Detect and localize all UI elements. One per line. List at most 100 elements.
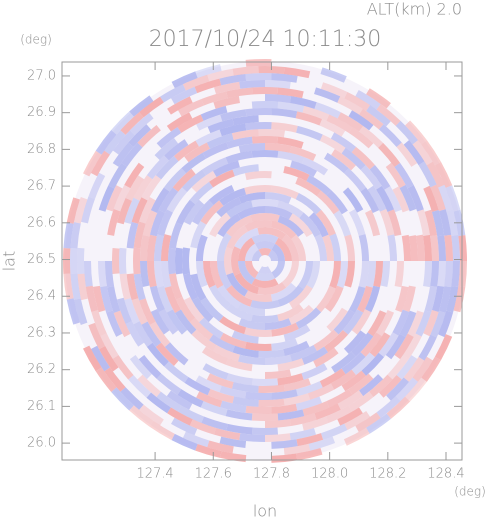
echo-cell — [355, 412, 381, 433]
echo-cell — [349, 286, 366, 313]
echo-cell — [238, 192, 265, 204]
echo-cell — [245, 243, 259, 261]
echo-cell — [255, 241, 275, 250]
echo-cell — [444, 234, 453, 261]
echo-cell — [324, 152, 349, 174]
echo-cell — [366, 413, 391, 434]
echo-cell — [320, 423, 348, 440]
echo-cell — [360, 332, 382, 357]
echo-cell — [138, 354, 162, 379]
echo-cell — [412, 356, 433, 382]
echo-cell — [195, 375, 222, 393]
echo-cell — [219, 123, 247, 137]
echo-cell — [73, 197, 88, 224]
echo-cell — [421, 140, 442, 166]
echo-cell — [181, 152, 206, 174]
echo-cell — [270, 282, 297, 302]
echo-cell — [208, 184, 235, 206]
echo-cell — [207, 388, 235, 404]
echo-cell — [326, 389, 353, 408]
echo-cell — [116, 297, 132, 325]
echo-cell — [315, 209, 336, 237]
echo-cell — [277, 200, 304, 218]
echo-cell — [209, 212, 231, 238]
echo-cell — [168, 273, 183, 300]
echo-cell — [343, 427, 370, 446]
echo-cell — [359, 125, 384, 148]
y-tick-label: 26.1 — [27, 399, 56, 414]
echo-cell — [150, 187, 170, 214]
echo-cell — [202, 363, 229, 380]
echo-cell — [213, 345, 240, 362]
echo-cell — [147, 234, 157, 261]
echo-cell — [314, 403, 341, 420]
echo-cell — [157, 285, 173, 313]
echo-cell — [405, 120, 427, 145]
echo-cell — [225, 150, 253, 164]
echo-cell — [238, 237, 255, 261]
echo-cell — [277, 358, 305, 372]
echo-cell — [63, 273, 74, 300]
echo-cell — [226, 423, 253, 435]
echo-cell — [344, 234, 355, 261]
echo-cell — [245, 261, 259, 279]
echo-cell — [195, 64, 222, 78]
echo-cell — [194, 78, 222, 94]
echo-cell — [407, 310, 424, 337]
echo-cell — [237, 206, 265, 220]
echo-cell — [178, 99, 204, 117]
echo-cell — [257, 227, 287, 240]
echo-cell — [139, 404, 164, 426]
echo-cell — [326, 114, 353, 133]
echo-cell — [258, 384, 285, 393]
echo-cell — [437, 235, 446, 261]
echo-cell — [403, 140, 425, 166]
echo-cell — [245, 72, 272, 81]
echo-cell — [289, 145, 317, 161]
echo-cell — [164, 361, 189, 383]
echo-cell — [95, 367, 117, 392]
echo-cell — [326, 405, 352, 423]
echo-cell — [265, 433, 291, 442]
echo-cell — [431, 285, 445, 312]
echo-cell — [319, 119, 346, 137]
echo-cell — [320, 67, 347, 83]
echo-cell — [126, 221, 139, 249]
echo-cell — [366, 88, 391, 109]
echo-cell — [156, 127, 182, 149]
echo-cell — [99, 345, 119, 372]
echo-cell — [330, 132, 357, 153]
echo-cell — [176, 199, 196, 226]
echo-cell — [376, 310, 395, 337]
echo-cell — [190, 220, 207, 249]
echo-cell — [244, 171, 272, 181]
echo-cell — [217, 213, 241, 237]
echo-cell — [70, 222, 81, 249]
echo-cell — [154, 261, 165, 288]
echo-cell — [290, 160, 317, 177]
echo-cell — [358, 261, 369, 288]
echo-cell — [344, 411, 371, 430]
echo-cell — [129, 405, 154, 427]
echo-cell — [314, 87, 341, 103]
echo-cell — [369, 332, 391, 358]
echo-cell — [360, 165, 382, 190]
echo-cell — [446, 209, 459, 236]
echo-cell — [283, 340, 310, 356]
echo-cell — [251, 378, 279, 387]
echo-cell — [226, 225, 248, 250]
echo-cell — [98, 185, 115, 212]
echo-cell — [178, 405, 204, 423]
echo-cell — [291, 234, 306, 261]
echo-cell — [155, 155, 179, 180]
echo-cell — [417, 209, 430, 236]
echo-cell — [384, 186, 402, 213]
echo-cell — [376, 104, 401, 126]
echo-cell — [396, 142, 418, 167]
echo-cell — [252, 249, 262, 261]
echo-cell — [314, 102, 341, 119]
echo-cell — [217, 261, 232, 290]
echo-cell — [226, 373, 253, 386]
echo-cell — [333, 210, 352, 237]
echo-cell — [331, 148, 356, 171]
